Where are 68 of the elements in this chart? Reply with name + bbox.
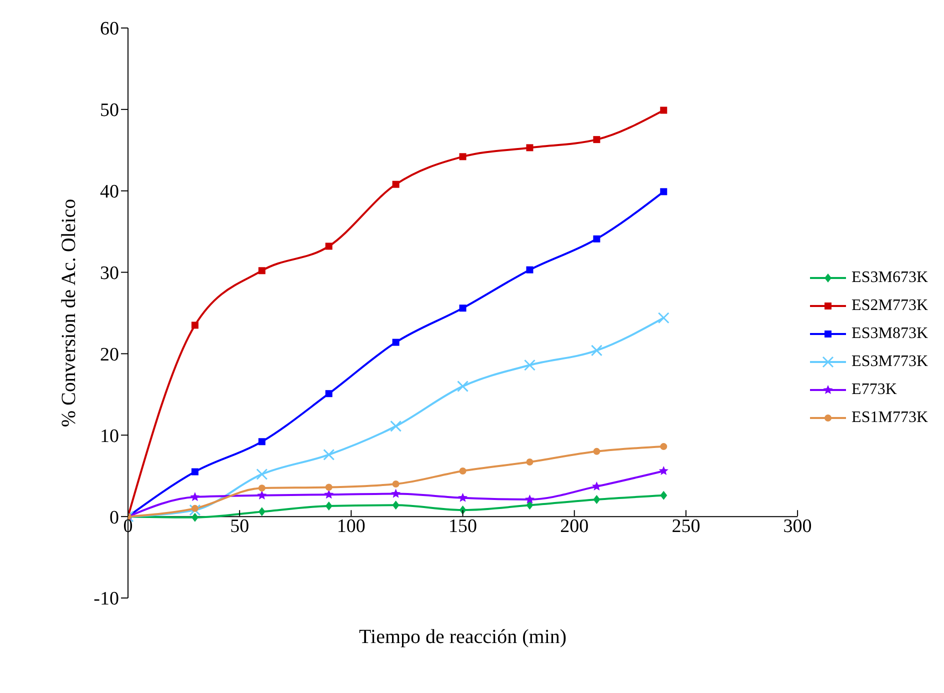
point: [191, 468, 198, 476]
point: [658, 312, 670, 324]
point: [258, 267, 266, 274]
point: [323, 448, 335, 460]
point: [191, 512, 198, 522]
legend-label: ES3M773K: [852, 353, 928, 371]
point: [191, 504, 198, 512]
point: [324, 490, 334, 499]
point: [325, 242, 332, 250]
point: [257, 490, 267, 500]
point: [325, 501, 332, 510]
point: [660, 443, 668, 450]
point: [390, 420, 402, 432]
x-axis-title: Tiempo de reacción (min): [359, 626, 567, 648]
point: [524, 359, 536, 371]
point: [325, 390, 332, 398]
point: [392, 338, 400, 346]
legend-label: ES3M673K: [852, 269, 928, 287]
point: [256, 468, 268, 480]
point: [189, 504, 201, 516]
point: [392, 480, 400, 488]
y-tick-label: 20: [100, 344, 119, 366]
y-axis-title: % Conversion de Ac. Oleico: [58, 198, 80, 428]
point: [191, 322, 198, 329]
point: [658, 466, 668, 476]
x-tick-label: 250: [672, 516, 700, 538]
point: [258, 507, 266, 516]
point: [325, 484, 332, 491]
x-tick-label: 200: [560, 516, 589, 538]
point: [459, 153, 466, 160]
legend-label: E773K: [852, 381, 897, 399]
x-tick-label: 100: [336, 516, 366, 538]
point: [391, 488, 401, 498]
y-tick-label: 60: [100, 18, 119, 40]
point: [190, 492, 200, 502]
x-tick-label: 300: [783, 516, 812, 538]
point: [593, 136, 600, 144]
point: [392, 180, 400, 188]
point: [258, 438, 266, 446]
y-tick-label: 50: [100, 100, 119, 122]
point: [660, 106, 668, 114]
point: [457, 380, 469, 392]
point: [526, 144, 534, 152]
x-tick-label: 150: [448, 516, 478, 538]
point: [593, 235, 600, 242]
point: [458, 492, 468, 502]
point: [258, 484, 266, 492]
point: [526, 500, 534, 510]
point: [593, 494, 600, 504]
point: [660, 188, 668, 196]
legend-label: ES2M773K: [852, 297, 928, 315]
y-tick-label: -10: [94, 588, 119, 610]
x-tick-label: 50: [230, 516, 250, 538]
point: [526, 458, 534, 466]
point: [590, 344, 602, 356]
point: [593, 448, 600, 455]
legend-label: ES3M873K: [852, 325, 928, 343]
point: [660, 490, 668, 500]
y-tick-label: 10: [100, 426, 119, 447]
point: [392, 500, 400, 510]
point: [524, 494, 534, 504]
point: [459, 467, 466, 474]
y-tick-label: 40: [100, 182, 119, 203]
legend-label: ES1M773K: [852, 409, 928, 427]
point: [592, 481, 602, 490]
y-tick-label: 30: [100, 263, 119, 284]
point: [526, 266, 534, 274]
point: [459, 304, 466, 312]
